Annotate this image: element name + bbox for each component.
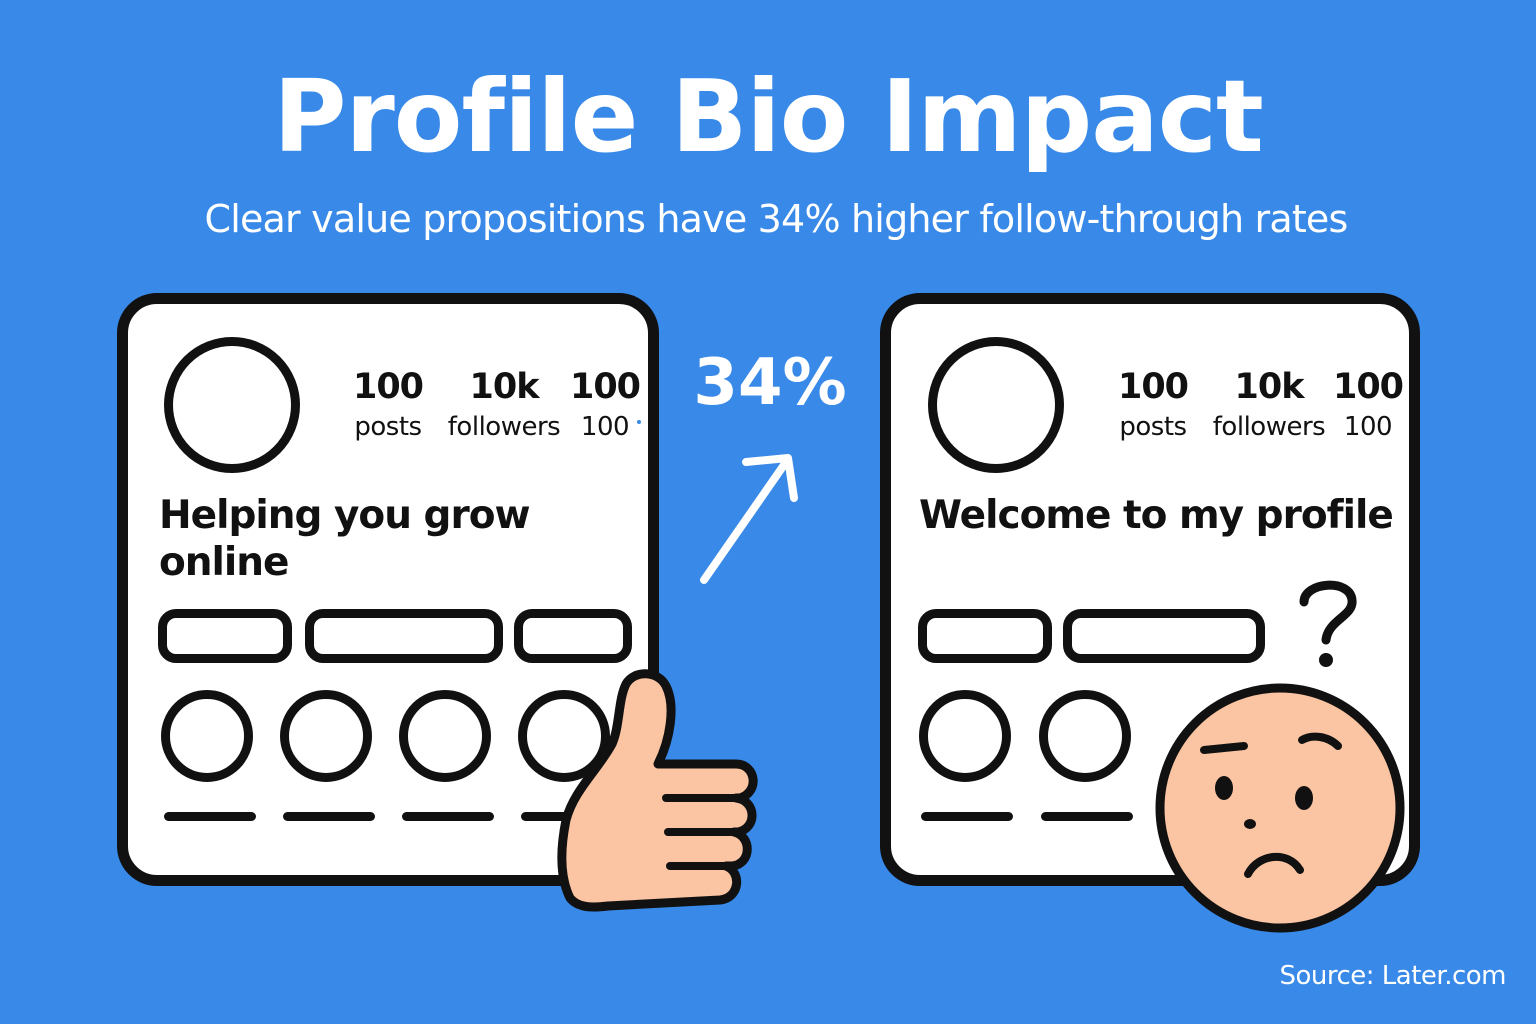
stat-label: posts	[1119, 412, 1187, 442]
profile-card-vague-bio: 100 posts 10k followers 100 100 Welcome …	[880, 293, 1420, 886]
avatar	[164, 337, 300, 473]
stat-value: 100	[352, 367, 424, 407]
divider-line	[921, 812, 1013, 821]
story-highlight[interactable]	[919, 690, 1011, 782]
stat-label: 100	[580, 412, 630, 442]
profile-bio: Welcome to my profile	[919, 493, 1394, 538]
improvement-percentage: 34%	[693, 346, 847, 420]
profile-card-clear-bio: 100 posts 10k followers 100 100 Helping …	[117, 293, 659, 886]
stat-label: followers	[1212, 412, 1326, 442]
story-highlight[interactable]	[161, 690, 253, 782]
bio-line: Helping you grow	[159, 493, 531, 538]
stat-label: posts	[354, 412, 422, 442]
bio-line: online	[159, 540, 290, 585]
divider-line	[1041, 812, 1133, 821]
story-highlight[interactable]	[280, 690, 372, 782]
highlight-button[interactable]	[514, 609, 632, 663]
stat-following: 100 100	[535, 367, 675, 447]
confused-face-icon	[1155, 683, 1405, 933]
avatar	[928, 337, 1064, 473]
stat-posts: 100 posts	[318, 367, 458, 447]
stat-value: 100	[1117, 367, 1189, 407]
highlight-button[interactable]	[305, 609, 503, 663]
highlight-button[interactable]	[1063, 609, 1265, 663]
stat-posts: 100 posts	[1083, 367, 1223, 447]
stat-value: 10k	[1234, 367, 1305, 407]
trend-arrow-icon	[700, 454, 798, 584]
profile-bio: Helping you grow online	[159, 492, 531, 586]
page-title: Profile Bio Impact	[273, 58, 1264, 175]
story-highlight[interactable]	[1039, 690, 1131, 782]
page-subtitle: Clear value propositions have 34% higher…	[204, 197, 1348, 241]
stat-followers: 10k followers	[434, 367, 574, 447]
stat-following: 100 100	[1298, 367, 1438, 447]
divider-line	[283, 812, 375, 821]
stat-followers: 10k followers	[1199, 367, 1339, 447]
highlight-button[interactable]	[918, 609, 1052, 663]
accent-dot	[637, 420, 641, 424]
stat-value: 10k	[469, 367, 540, 407]
source-credit: Source: Later.com	[1279, 961, 1506, 991]
story-highlight[interactable]	[399, 690, 491, 782]
stat-value: 100	[569, 367, 641, 407]
stat-value: 100	[1332, 367, 1404, 407]
stat-label: 100	[1343, 412, 1393, 442]
stat-label: followers	[447, 412, 561, 442]
question-mark-icon	[1299, 580, 1357, 667]
highlight-button[interactable]	[158, 609, 292, 663]
divider-line	[402, 812, 494, 821]
divider-line	[164, 812, 256, 821]
thumbs-up-icon	[557, 669, 758, 912]
